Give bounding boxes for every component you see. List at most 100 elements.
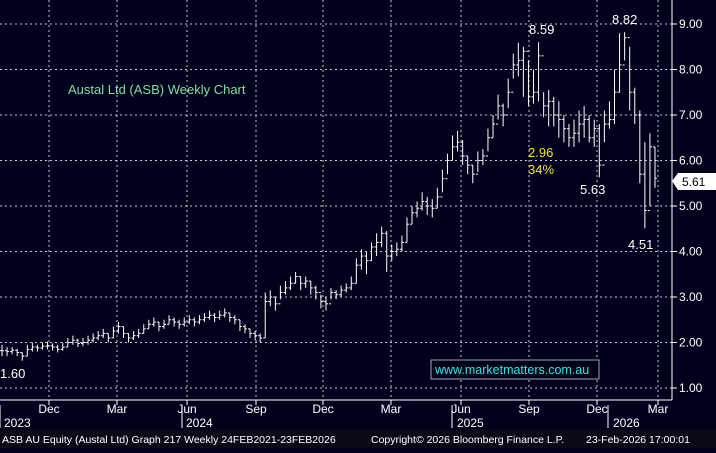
- plot-background: [0, 0, 672, 400]
- ohlc-bar: [404, 217, 409, 243]
- ohlc-bar: [632, 87, 637, 125]
- ohlc-bar: [425, 196, 430, 216]
- ohlc-bar: [506, 78, 511, 116]
- ohlc-bar: [212, 312, 217, 323]
- ohlc-bar: [192, 317, 197, 327]
- ohlc-bar: [627, 37, 632, 111]
- y-tick-label: 7.00: [679, 108, 703, 122]
- ohlc-bar: [572, 119, 577, 147]
- ohlc-bar: [60, 342, 65, 351]
- y-tick-label: 1.00: [679, 381, 703, 395]
- ohlc-bar: [25, 344, 30, 357]
- ohlc-bar: [5, 347, 10, 357]
- ohlc-bar: [465, 155, 470, 175]
- ohlc-bar: [20, 352, 25, 361]
- ohlc-bar: [379, 226, 384, 247]
- ohlc-bar: [339, 285, 344, 297]
- ohlc-bar: [253, 331, 258, 341]
- x-year-label: 2025: [457, 416, 484, 430]
- footer-background: [0, 430, 716, 448]
- y-axis-ticks: 1.00 2.00 3.00 4.00 5.00 6.00 7.00 8.00 9.00: [672, 17, 703, 395]
- ohlc-bar: [242, 324, 247, 334]
- y-tick-label: 4.00: [679, 245, 703, 259]
- ohlc-bar: [70, 335, 75, 345]
- ohlc-bar: [653, 146, 657, 188]
- ohlc-bar: [40, 342, 45, 350]
- ohlc-bar: [334, 290, 339, 300]
- ohlc-bar: [415, 201, 420, 218]
- ohlc-bar: [151, 317, 156, 327]
- annotation-drop-pct: 34%: [528, 162, 554, 177]
- ohlc-bar: [177, 319, 182, 329]
- ohlc-bar: [80, 337, 85, 347]
- ohlc-bar: [374, 233, 379, 257]
- footer-source-left: ASB AU Equity (Austal Ltd) Graph 217 Wee…: [2, 434, 336, 446]
- ohlc-bar: [607, 101, 612, 129]
- ohlc-bar: [182, 317, 187, 327]
- ohlc-bar: [0, 344, 4, 357]
- ohlc-bar: [121, 326, 126, 338]
- x-month-label: Jun: [177, 402, 196, 416]
- ohlc-bar: [485, 128, 490, 157]
- ohlc-bar: [496, 94, 501, 125]
- ohlc-bar: [146, 319, 151, 330]
- ohlc-bar: [450, 135, 455, 161]
- ohlc-bar: [55, 344, 60, 353]
- ohlc-bar: [521, 46, 526, 97]
- ohlc-bar: [455, 130, 460, 152]
- ohlc-bar: [354, 258, 359, 284]
- y-tick-label: 2.00: [679, 336, 703, 350]
- ohlc-bar: [313, 285, 318, 300]
- ohlc-bar: [531, 69, 536, 104]
- ohlc-bar: [612, 69, 617, 125]
- ohlc-bar: [470, 164, 475, 184]
- chart-title: Austal Ltd (ASB) Weekly Chart: [68, 82, 246, 97]
- grid-lines: [0, 0, 672, 400]
- ohlc-bar: [227, 312, 232, 323]
- ohlc-bar: [202, 312, 207, 323]
- y-tick-label: 8.00: [679, 63, 703, 77]
- ohlc-bar: [511, 53, 516, 93]
- footer-copyright: Copyright© 2026 Bloomberg Finance L.P.: [371, 434, 564, 446]
- ohlc-bar: [329, 287, 334, 305]
- x-month-label: Dec: [586, 402, 607, 416]
- annotation-drop-amount: 2.96: [528, 145, 553, 160]
- ohlc-bar: [288, 276, 293, 291]
- ohlc-bar: [101, 328, 106, 338]
- ohlc-bar: [592, 119, 597, 147]
- ohlc-bar: [587, 115, 592, 143]
- ohlc-bar: [45, 341, 50, 350]
- ohlc-bar: [106, 332, 111, 343]
- ohlc-bar: [10, 347, 15, 355]
- x-year-label: 2024: [186, 416, 213, 430]
- ohlc-bar: [172, 317, 177, 327]
- ohlc-bar: [278, 285, 283, 305]
- ohlc-bar: [35, 344, 40, 352]
- ohlc-bar: [556, 101, 561, 138]
- ohlc-bar: [394, 242, 399, 257]
- ohlc-bar: [359, 249, 364, 270]
- ohlc-bar: [15, 348, 20, 357]
- ohlc-bar: [283, 281, 288, 295]
- y-tick-label: 3.00: [679, 290, 703, 304]
- ohlc-bar: [561, 115, 566, 143]
- ohlc-bar: [273, 296, 278, 311]
- ohlc-bar: [237, 319, 242, 332]
- ohlc-bar: [308, 280, 313, 295]
- footer-timestamp: 23-Feb-2026 17:00:01: [586, 434, 690, 446]
- ohlc-bar: [622, 32, 627, 66]
- ohlc-bar: [217, 310, 222, 320]
- ohlc-bar: [546, 89, 551, 127]
- ohlc-bar: [480, 149, 485, 166]
- ohlc-bar: [298, 276, 303, 291]
- x-month-label: Mar: [648, 402, 669, 416]
- y-tick-label: 5.00: [679, 199, 703, 213]
- ohlc-bar: [65, 337, 70, 348]
- ohlc-bar: [136, 328, 141, 338]
- ohlc-bar: [541, 55, 546, 118]
- x-year-label: 2026: [613, 416, 640, 430]
- x-axis-ticks: Dec Mar Jun Sep Dec Mar Jun Sep Dec Mar 2023 2024 20…: [0, 400, 668, 430]
- x-month-label: Dec: [312, 402, 333, 416]
- ohlc-bar: [75, 338, 80, 348]
- x-month-label: Jun: [451, 402, 470, 416]
